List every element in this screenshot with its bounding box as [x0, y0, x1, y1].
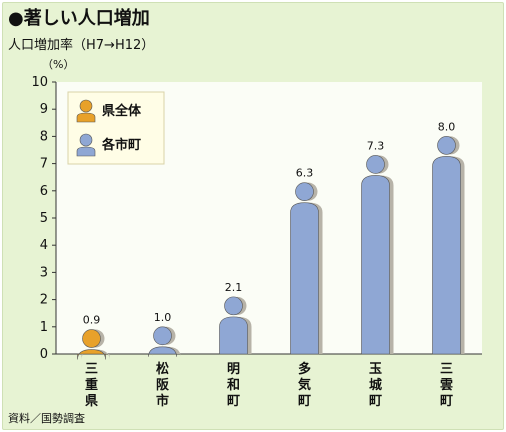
y-tick-label: 0 [40, 347, 48, 362]
x-tick-label: 明 [227, 362, 240, 377]
y-tick-label: 9 [40, 102, 48, 117]
data-label: 2.1 [225, 281, 243, 294]
x-tick-label: 県 [85, 394, 98, 409]
bar-body [432, 156, 461, 355]
y-tick-label: 3 [40, 265, 48, 280]
bar-head [224, 296, 243, 316]
bar-head [366, 155, 385, 174]
bar-head [295, 182, 314, 201]
x-tick-label: 重 [85, 377, 98, 393]
data-label: 7.3 [367, 139, 385, 152]
y-tick-label: 1 [40, 320, 48, 335]
legend-icon-body [76, 146, 96, 157]
bar-三重県 [77, 329, 110, 360]
data-label: 0.9 [83, 314, 101, 327]
chart-subtitle: 人口増加率（H7→H12） [8, 38, 155, 53]
y-tick-label: 8 [40, 129, 48, 144]
y-tick-label: 7 [40, 157, 48, 172]
x-tick-label: 町 [298, 394, 311, 409]
bar-三雲町 [432, 136, 465, 355]
bar-玉城町 [361, 155, 394, 355]
bar-多気町 [290, 182, 323, 355]
legend-icon-head [79, 99, 93, 113]
y-tick-label: 5 [40, 211, 48, 226]
bar-head [153, 326, 172, 346]
y-tick-label: 10 [31, 75, 48, 90]
bar-明和町 [219, 296, 252, 355]
bar-body [290, 202, 319, 355]
legend-label: 県全体 [102, 103, 142, 119]
x-tick-label: 三 [85, 362, 98, 377]
x-tick-label: 町 [440, 394, 453, 409]
data-label: 1.0 [154, 311, 172, 324]
x-tick-label: 阪 [156, 378, 170, 393]
x-tick-label: 町 [369, 394, 382, 409]
x-tick-label: 気 [298, 377, 311, 393]
data-label: 6.3 [296, 167, 314, 180]
y-tick-label: 2 [40, 293, 48, 308]
y-tick-label: 6 [40, 184, 48, 199]
y-axis-unit: （%） [42, 58, 75, 71]
legend-label: 各市町 [101, 137, 141, 153]
bar-head [437, 136, 456, 155]
source-note: 資料／国勢調査 [8, 412, 85, 425]
legend-icon-body [76, 112, 96, 123]
y-tick-label: 4 [40, 238, 48, 253]
x-tick-label: 三 [440, 362, 453, 377]
bar-body [361, 175, 390, 355]
x-tick-label: 多 [298, 361, 311, 377]
x-tick-label: 市 [156, 393, 169, 409]
bar-松阪市 [148, 326, 181, 357]
bar-body [219, 316, 248, 355]
x-tick-label: 城 [369, 377, 382, 393]
bar-body [148, 346, 177, 357]
data-label: 8.0 [438, 120, 456, 133]
bar-body [77, 349, 106, 360]
chart-title: ●著しい人口増加 [8, 8, 150, 29]
x-tick-label: 雲 [440, 377, 453, 393]
x-tick-label: 和 [227, 377, 240, 393]
bar-head [82, 329, 101, 348]
x-tick-label: 松 [156, 361, 169, 377]
x-tick-label: 玉 [369, 362, 382, 377]
x-tick-label: 町 [227, 394, 240, 409]
legend-icon-head [79, 133, 93, 147]
